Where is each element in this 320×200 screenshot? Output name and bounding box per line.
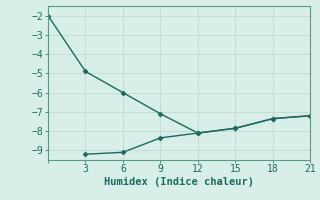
X-axis label: Humidex (Indice chaleur): Humidex (Indice chaleur) <box>104 177 254 187</box>
